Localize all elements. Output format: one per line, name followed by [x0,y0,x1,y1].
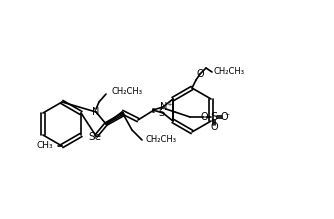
Text: O: O [200,112,208,122]
Text: S: S [210,112,217,122]
Text: CH₂CH₃: CH₂CH₃ [214,67,245,76]
Text: ⁻: ⁻ [224,112,229,122]
Text: O: O [210,122,218,132]
Text: O: O [196,69,204,79]
Text: CH₃: CH₃ [36,141,53,150]
Text: CH₂CH₃: CH₂CH₃ [111,88,142,97]
Text: N: N [92,107,100,117]
Text: S: S [158,108,164,118]
Text: Se: Se [89,132,102,142]
Text: N⁺: N⁺ [160,102,172,112]
Text: O: O [220,112,228,122]
Text: CH₂CH₃: CH₂CH₃ [145,136,176,145]
